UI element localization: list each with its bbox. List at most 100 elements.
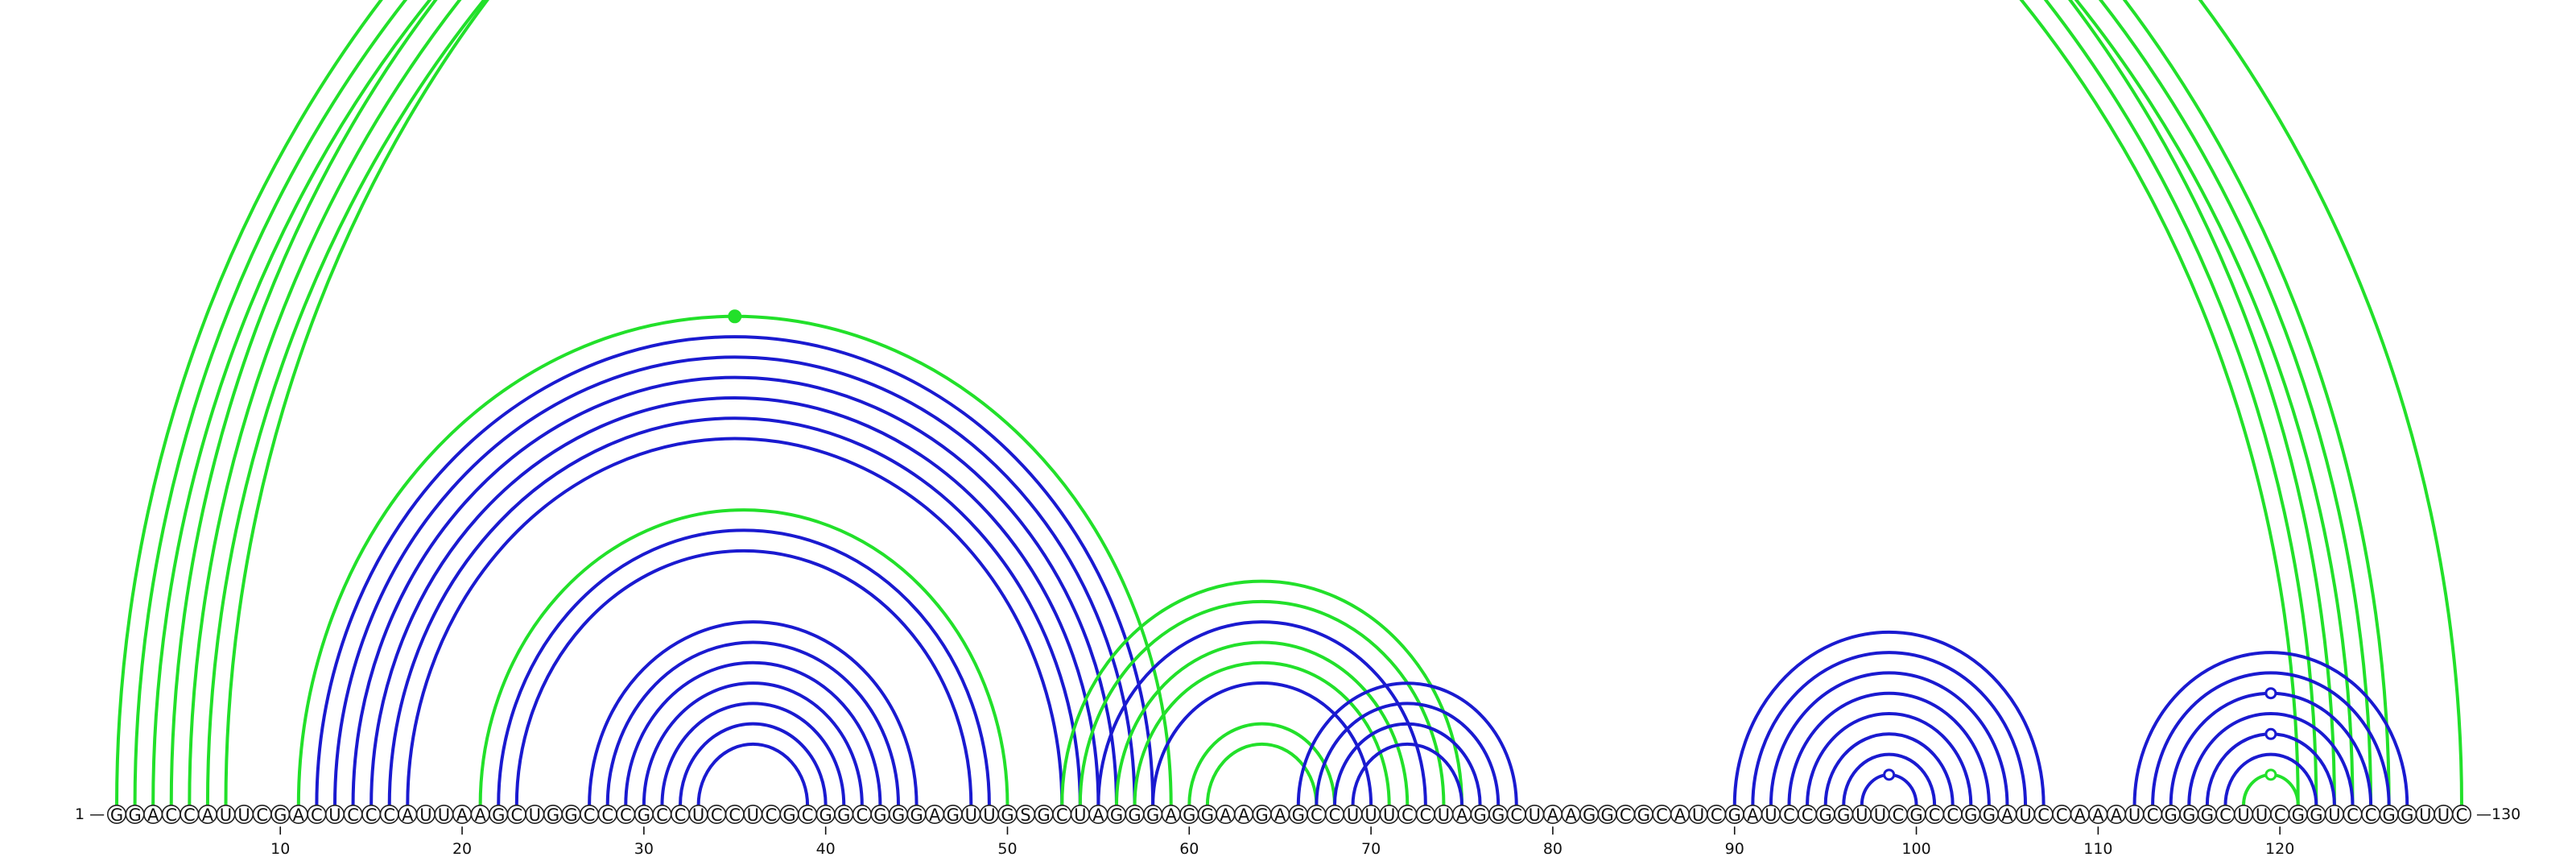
tick-label-30: 30: [634, 840, 654, 857]
nucleotide-letter-66: G: [1292, 805, 1305, 825]
nucleotide-letter-12: C: [311, 805, 323, 825]
tick-label-60: 60: [1179, 840, 1199, 857]
nucleotide-letter-120: C: [2274, 805, 2286, 825]
nucleotide-letter-84: C: [1620, 805, 1632, 825]
nucleotide-letter-67: C: [1311, 805, 1323, 825]
nucleotide-letter-61: G: [1201, 805, 1214, 825]
nucleotide-letter-127: G: [2401, 805, 2413, 825]
nucleotide-letter-78: C: [1510, 805, 1522, 825]
nucleotide-letter-58: G: [1146, 805, 1159, 825]
nucleotide-letter-75: A: [1456, 805, 1468, 825]
nucleotide-letter-27: C: [584, 805, 596, 825]
nucleotide-letter-99: C: [1893, 805, 1905, 825]
nucleotide-letter-92: U: [1765, 805, 1777, 825]
arc-96-101: [1842, 752, 1937, 805]
nucleotide-letter-56: G: [1110, 805, 1123, 825]
nucleotide-letter-72: C: [1402, 805, 1414, 825]
nucleotide-letter-57: G: [1128, 805, 1141, 825]
nucleotide-letter-74: U: [1438, 805, 1450, 825]
nucleotide-letter-121: G: [2292, 805, 2305, 825]
arc-68-76: [1332, 722, 1482, 805]
arc-57-71: [1133, 660, 1391, 805]
nucleotide-letter-114: G: [2165, 805, 2178, 825]
nucleotide-letter-54: U: [1074, 805, 1086, 825]
arc-60-68: [1187, 722, 1336, 805]
nucleotide-letter-29: C: [620, 805, 632, 825]
arc-33-39: [696, 743, 810, 805]
nucleotide-letter-124: C: [2347, 805, 2359, 825]
nucleotide-letter-88: U: [1692, 805, 1704, 825]
arc-115-124: [2187, 712, 2355, 805]
arc-13-57: [332, 355, 1137, 805]
nucleotide-letter-117: C: [2219, 805, 2231, 825]
nucleotide-letter-17: A: [402, 805, 414, 825]
arc-95-102: [1823, 732, 1955, 805]
nucleotide-letter-109: A: [2074, 805, 2087, 825]
nucleotide-letter-3: A: [147, 805, 159, 825]
markers-layer: [728, 309, 2277, 781]
nucleotide-letter-73: C: [1420, 805, 1432, 825]
arc-marker-4: [2264, 727, 2277, 740]
nucleotide-letter-64: G: [1255, 805, 1268, 825]
arc-30-42: [642, 681, 864, 805]
nucleotide-letter-101: C: [1929, 805, 1941, 825]
nucleotide-letter-113: C: [2147, 805, 2159, 825]
nucleotide-letter-105: A: [2001, 805, 2013, 825]
nucleotide-letter-83: G: [1601, 805, 1614, 825]
nucleotide-letter-42: C: [857, 805, 869, 825]
arc-61-67: [1205, 743, 1319, 805]
nucleotide-letter-129: U: [2438, 805, 2450, 825]
arc-14-56: [351, 375, 1118, 805]
nucleotide-letter-31: C: [656, 805, 668, 825]
nucleotide-letter-125: C: [2365, 805, 2377, 825]
nucleotide-letter-128: U: [2419, 805, 2431, 825]
nucleotide-letter-13: U: [328, 805, 341, 825]
nucleotide-letter-28: C: [601, 805, 613, 825]
arc-marker-5: [2264, 768, 2277, 781]
arc-23-48: [514, 549, 973, 805]
nucleotide-letter-110: A: [2092, 805, 2104, 825]
axis-layer: 1 — —130 10 20 30 40 50 60 70 80 90 100 110 120: [75, 805, 2520, 857]
nucleotide-letter-82: G: [1583, 805, 1596, 825]
end-label: —130: [2476, 805, 2520, 823]
arc-marker-1: [728, 309, 742, 324]
nucleotide-letter-119: U: [2256, 805, 2268, 825]
nucleotide-letter-22: G: [492, 805, 505, 825]
arc-94-103: [1806, 712, 1973, 805]
nucleotide-letter-104: G: [1983, 805, 1996, 825]
tick-label-70: 70: [1361, 840, 1381, 857]
arc-32-40: [679, 722, 828, 805]
nucleotide-letter-9: C: [256, 805, 268, 825]
nucleotide-letter-70: U: [1364, 805, 1377, 825]
nucleotide-letter-8: U: [237, 805, 250, 825]
arc-53-75: [1060, 579, 1464, 805]
nucleotide-letter-118: U: [2237, 805, 2249, 825]
nucleotide-letter-4: C: [165, 805, 177, 825]
nucleotide-letter-93: C: [1783, 805, 1795, 825]
nucleotide-letter-48: U: [965, 805, 977, 825]
nucleotide-letter-53: C: [1056, 805, 1068, 825]
nucleotide-letter-40: G: [819, 805, 832, 825]
nucleotide-letter-32: C: [675, 805, 687, 825]
nucleotide-letter-130: C: [2456, 805, 2468, 825]
nucleotide-letter-100: G: [1909, 805, 1922, 825]
arc-91-106: [1751, 651, 2028, 805]
nucleotide-letter-23: C: [510, 805, 522, 825]
nucleotide-letter-71: U: [1383, 805, 1395, 825]
nucleotide-letter-112: U: [2128, 805, 2140, 825]
nucleotide-letter-25: G: [547, 805, 559, 825]
nucleotide-letter-96: G: [1837, 805, 1850, 825]
nucleotide-letter-1: G: [110, 805, 123, 825]
nucleotide-letter-98: U: [1874, 805, 1886, 825]
nucleotide-letter-97: U: [1856, 805, 1868, 825]
nucleotide-letter-43: G: [873, 805, 886, 825]
nucleotide-letter-108: C: [2056, 805, 2068, 825]
nucleotide-letter-80: A: [1547, 805, 1559, 825]
nucleotide-letter-122: G: [2310, 805, 2322, 825]
nucleotide-letter-116: G: [2201, 805, 2214, 825]
nucleotide-letter-39: C: [802, 805, 814, 825]
tick-label-40: 40: [816, 840, 836, 857]
nucleotide-letter-45: G: [910, 805, 923, 825]
nucleotide-letter-111: A: [2111, 805, 2123, 825]
